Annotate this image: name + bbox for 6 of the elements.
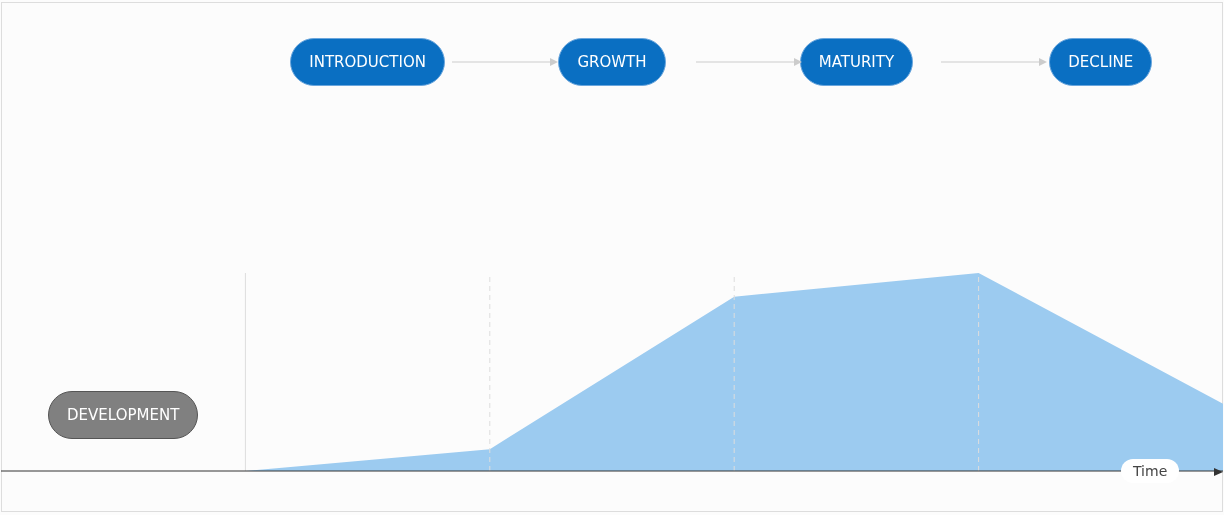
x-axis-title: Time [1121, 459, 1180, 483]
text: GROWTH [558, 38, 666, 86]
annotation: DEVELOPMENT [48, 391, 199, 439]
text: INTRODUCTION [290, 38, 445, 86]
text: MATURITY [799, 38, 914, 86]
text: DECLINE [1049, 38, 1153, 86]
